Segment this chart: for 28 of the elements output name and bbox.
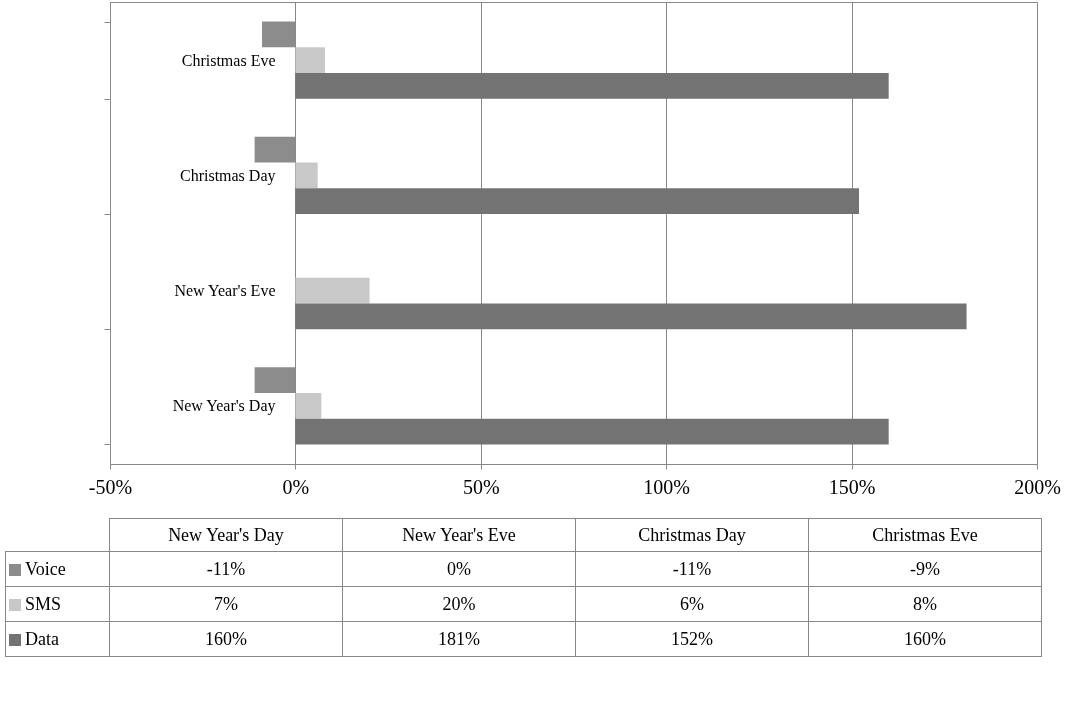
text: 0% <box>342 551 576 587</box>
text: 20% <box>342 586 576 622</box>
x-tick-label: 100% <box>643 475 691 498</box>
text: 160% <box>109 621 343 657</box>
category-label: New Year's Eve <box>402 524 516 545</box>
category-label: Christmas Eve <box>872 524 978 545</box>
x-tick-label: -50% <box>88 475 133 498</box>
legend-label: Data <box>5 621 110 657</box>
text: 7% <box>109 586 343 622</box>
text: 152% <box>575 621 809 657</box>
text: 8% <box>808 586 1042 622</box>
text: -11% <box>575 551 809 587</box>
legend-label: Voice <box>5 551 110 587</box>
y-tick-label: New Year's Day <box>172 397 276 416</box>
x-tick-label: 150% <box>828 475 876 498</box>
x-tick-label: 0% <box>282 475 310 498</box>
x-tick-label: 200% <box>1014 475 1061 498</box>
y-tick-label: New Year's Eve <box>174 282 276 300</box>
text: -11% <box>109 551 343 587</box>
text: -9% <box>808 551 1042 587</box>
y-tick-label: Christmas Eve <box>181 51 276 69</box>
text: 181% <box>342 621 576 657</box>
legend-label: SMS <box>5 586 110 622</box>
y-tick-label: Christmas Day <box>179 166 276 185</box>
category-label: Christmas Day <box>638 524 746 545</box>
x-tick-label: 50% <box>462 475 500 498</box>
text: 160% <box>808 621 1042 657</box>
text: 6% <box>575 586 809 622</box>
